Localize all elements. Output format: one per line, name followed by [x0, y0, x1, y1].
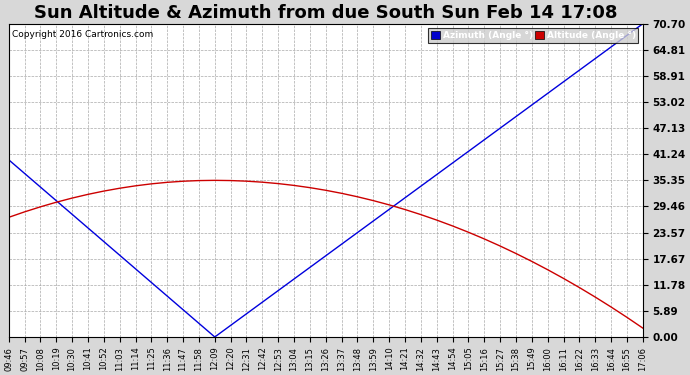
Legend: Azimuth (Angle °), Altitude (Angle °): Azimuth (Angle °), Altitude (Angle °)	[428, 28, 638, 43]
Title: Sun Altitude & Azimuth from due South Sun Feb 14 17:08: Sun Altitude & Azimuth from due South Su…	[34, 4, 618, 22]
Text: Copyright 2016 Cartronics.com: Copyright 2016 Cartronics.com	[12, 30, 153, 39]
